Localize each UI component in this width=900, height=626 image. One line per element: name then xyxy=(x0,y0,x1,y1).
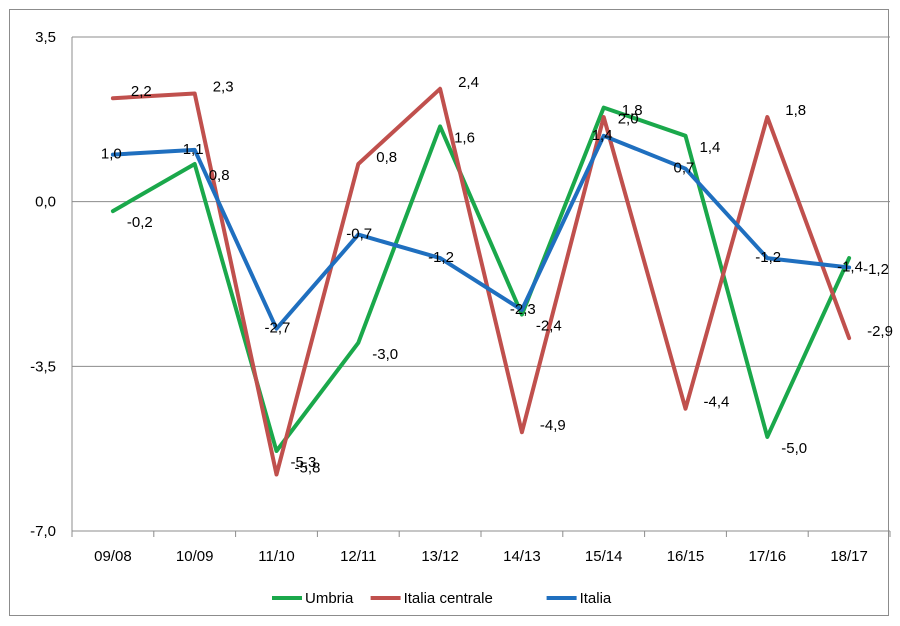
data-label: 2,2 xyxy=(131,83,152,100)
data-label: -5,8 xyxy=(295,460,321,477)
data-label: -4,9 xyxy=(540,417,566,434)
data-label: -3,0 xyxy=(372,346,398,363)
x-tick-label: 09/08 xyxy=(94,548,132,565)
chart-frame xyxy=(9,9,889,616)
data-label: 0,7 xyxy=(674,160,695,177)
legend-label: Italia centrale xyxy=(404,590,493,607)
x-tick-label: 16/15 xyxy=(667,548,705,565)
series-layer xyxy=(110,86,852,477)
data-label: 2,3 xyxy=(213,78,234,95)
data-label-layer: -0,2 0,8 -5,3 -3,0 1,6 -2,4 2,0 1,4 -5,0 -1,2 2,2 2… xyxy=(101,74,893,477)
data-label: -5,0 xyxy=(781,440,807,457)
data-label: -2,3 xyxy=(510,301,536,318)
data-label: -0,2 xyxy=(127,214,153,231)
data-label: 1,4 xyxy=(592,127,613,144)
data-label: -0,7 xyxy=(346,226,372,243)
x-tick-label: 15/14 xyxy=(585,548,623,565)
legend: Umbria Italia centrale Italia xyxy=(272,590,612,607)
data-label: 0,8 xyxy=(209,167,230,184)
x-tick-label: 10/09 xyxy=(176,548,214,565)
y-tick-label: -3,5 xyxy=(30,358,56,375)
data-label: -2,4 xyxy=(536,318,562,335)
data-label: -4,4 xyxy=(704,394,730,411)
axis-layer: 3,5 0,0 -3,5 -7,0 09/08 10/09 11/10 12/11 13/12 1… xyxy=(30,29,891,565)
data-label: 1,8 xyxy=(785,102,806,119)
x-tick-label: 11/10 xyxy=(258,548,294,565)
legend-label: Italia xyxy=(580,590,612,607)
data-label: 0,8 xyxy=(376,149,397,166)
y-tick-label: 3,5 xyxy=(35,29,56,46)
data-label: 1,6 xyxy=(454,129,475,146)
data-label: 1,8 xyxy=(622,102,643,119)
x-tick-label: 17/16 xyxy=(749,548,787,565)
x-tick-label: 13/12 xyxy=(421,548,459,565)
x-tick-label: 14/13 xyxy=(503,548,541,565)
data-label: 2,4 xyxy=(458,74,479,91)
y-tick-label: -7,0 xyxy=(30,523,56,540)
series-line-italia-centrale xyxy=(110,86,852,477)
grid-layer xyxy=(72,36,890,532)
data-label: -1,2 xyxy=(428,249,454,266)
data-label: 1,0 xyxy=(101,146,122,163)
data-label: 2,0 xyxy=(618,111,639,128)
data-label: -5,3 xyxy=(291,454,317,471)
data-label: -1,2 xyxy=(755,249,781,266)
data-label: 1,1 xyxy=(183,141,204,158)
data-label: 1,4 xyxy=(700,139,721,156)
x-tick-label: 18/17 xyxy=(830,548,868,565)
x-tick-label: 12/11 xyxy=(340,548,376,565)
data-label: -1,4 xyxy=(837,259,863,276)
legend-label: Umbria xyxy=(305,590,354,607)
series-line-italia xyxy=(110,133,852,331)
y-tick-label: 0,0 xyxy=(35,194,56,211)
data-label: -2,7 xyxy=(265,320,291,337)
data-label: -1,2 xyxy=(863,261,889,278)
data-label: -2,9 xyxy=(867,323,893,340)
series-line-umbria xyxy=(110,105,852,453)
